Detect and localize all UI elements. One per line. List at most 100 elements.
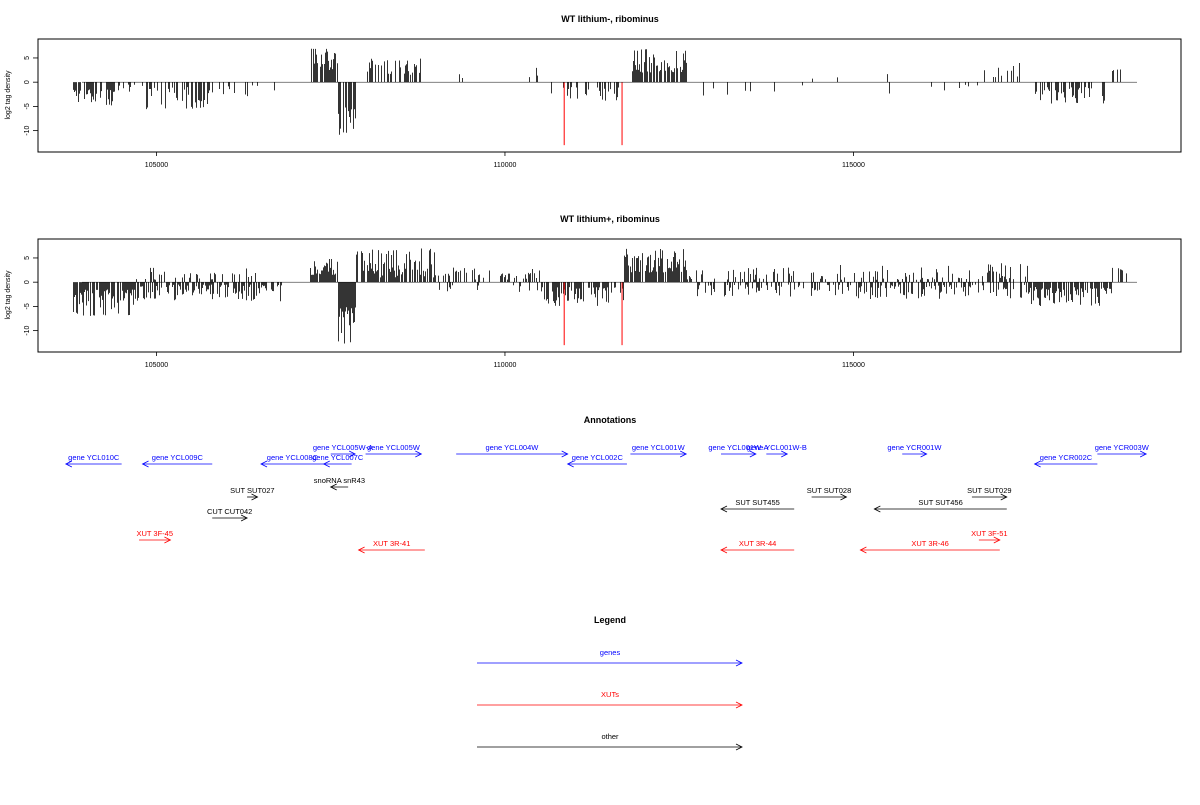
annotation-feature: XUT 3F-51 xyxy=(971,529,1008,544)
annotation-feature: gene YCL001W xyxy=(630,443,688,458)
y-axis: log2 tag density 5 0 -5 -10 xyxy=(5,256,39,336)
feature-label: gene YCL002C xyxy=(572,453,624,462)
x-tick-label: 105000 xyxy=(145,362,168,369)
annotation-feature: gene YCR003W xyxy=(1095,443,1150,458)
annotation-feature: gene YCL005W xyxy=(365,443,423,458)
x-axis: 105000 110000 115000 xyxy=(145,352,865,369)
annotation-feature: XUT 3R-46 xyxy=(859,539,1000,554)
annotation-feature: CUT CUT042 xyxy=(207,507,252,522)
y-tick-label: -10 xyxy=(24,325,31,335)
annotation-feature: gene YCL010C xyxy=(64,453,122,468)
feature-arrowhead xyxy=(781,450,789,458)
y-tick-label: 5 xyxy=(24,56,31,60)
feature-label: gene YCR001W xyxy=(887,443,942,452)
legend-item-xuts: XUTs xyxy=(477,690,743,709)
feature-label: gene YCL010C xyxy=(68,453,120,462)
annotation-feature: gene YCL001W-A xyxy=(708,443,769,458)
feature-arrowhead xyxy=(859,546,867,554)
annotation-feature: XUT 3R-44 xyxy=(720,539,795,554)
annotation-feature: gene YCL007C xyxy=(312,453,364,468)
coverage-bars xyxy=(73,248,1127,346)
feature-label: gene YCR003W xyxy=(1095,443,1150,452)
feature-arrowhead xyxy=(415,450,423,458)
y-tick-label: -10 xyxy=(24,125,31,135)
feature-arrowhead xyxy=(357,546,365,554)
feature-label: gene YCL001W-A xyxy=(708,443,768,452)
annotation-feature: SUT SUT029 xyxy=(967,486,1012,501)
feature-arrowhead xyxy=(1000,493,1008,501)
annotation-tracks: gene YCL010C gene YCL009C gene YCL008Cgene… xyxy=(64,443,1150,554)
legend-item-genes: genes xyxy=(477,648,743,667)
feature-arrowhead xyxy=(840,493,848,501)
legend-label: XUTs xyxy=(601,690,619,699)
feature-label: gene YCL001W xyxy=(632,443,686,452)
x-tick-label: 110000 xyxy=(494,362,517,369)
feature-arrowhead xyxy=(260,460,268,468)
annotation-feature: gene YCR002C xyxy=(1033,453,1098,468)
feature-label: XUT 3F-51 xyxy=(971,529,1008,538)
annotations-panel: Annotations gene YCL010C gene YCL009C gene… xyxy=(64,415,1150,554)
feature-label: SUT SUT456 xyxy=(918,498,962,507)
feature-label: gene YCR002C xyxy=(1040,453,1093,462)
feature-arrowhead xyxy=(240,514,248,522)
y-axis: log2 tag density 5 0 -5 -10 xyxy=(5,56,39,136)
annotation-feature: XUT 3F-45 xyxy=(136,529,173,544)
feature-arrowhead xyxy=(873,505,881,513)
feature-arrowhead xyxy=(141,460,149,468)
feature-arrowhead xyxy=(993,536,1001,544)
feature-arrowhead xyxy=(720,546,728,554)
feature-label: SUT SUT455 xyxy=(735,498,779,507)
feature-label: gene YCL001W-B xyxy=(747,443,807,452)
feature-label: gene YCL007C xyxy=(312,453,364,462)
legend-title: Legend xyxy=(594,615,626,625)
annotation-feature: XUT 3R-41 xyxy=(357,539,425,554)
feature-arrowhead xyxy=(566,460,574,468)
feature-arrowhead xyxy=(329,483,337,491)
y-tick-label: -5 xyxy=(24,303,31,309)
feature-label: SUT SUT028 xyxy=(807,486,851,495)
feature-arrowhead xyxy=(322,460,330,468)
y-tick-label: 0 xyxy=(24,280,31,284)
feature-label: XUT 3R-41 xyxy=(373,539,410,548)
annotation-feature: gene YCL002C xyxy=(566,453,627,468)
feature-label: CUT CUT042 xyxy=(207,507,252,516)
x-axis: 105000 110000 115000 xyxy=(145,152,865,169)
panel-title: WT lithium-, ribominus xyxy=(561,14,659,24)
feature-arrowhead xyxy=(749,450,757,458)
x-tick-label: 115000 xyxy=(842,162,865,169)
legend-label: other xyxy=(601,732,619,741)
legend-item-other: other xyxy=(477,732,743,751)
feature-label: SUT SUT029 xyxy=(967,486,1011,495)
coverage-bars xyxy=(73,48,1121,146)
y-tick-label: -5 xyxy=(24,103,31,109)
annotation-feature: SUT SUT455 xyxy=(720,498,795,513)
feature-arrowhead xyxy=(561,450,569,458)
y-axis-label: log2 tag density xyxy=(5,70,12,120)
feature-label: gene YCL005W xyxy=(367,443,421,452)
annotation-feature: gene YCL004W xyxy=(456,443,569,458)
feature-arrowhead xyxy=(1139,450,1148,458)
feature-label: gene YCL005W-A xyxy=(313,443,373,452)
legend-arrowhead xyxy=(735,743,743,751)
annotation-feature: gene YCL008C xyxy=(260,453,324,468)
annotation-feature: SUT SUT456 xyxy=(873,498,1007,513)
feature-arrowhead xyxy=(1033,460,1041,468)
feature-arrowhead xyxy=(348,450,357,458)
legend-label: genes xyxy=(600,648,621,657)
feature-arrowhead xyxy=(251,493,259,501)
panel-title: WT lithium+, ribominus xyxy=(560,214,660,224)
feature-label: XUT 3R-46 xyxy=(911,539,948,548)
feature-label: gene YCL004W xyxy=(486,443,540,452)
feature-label: SUT SUT027 xyxy=(230,486,274,495)
panel-lithium-plus: WT lithium+, ribominus log2 tag density … xyxy=(5,214,1182,369)
feature-arrowhead xyxy=(720,505,728,513)
feature-label: gene YCL008C xyxy=(267,453,319,462)
x-tick-label: 115000 xyxy=(842,362,865,369)
feature-arrowhead xyxy=(679,450,688,458)
annotation-feature: gene YCL009C xyxy=(141,453,213,468)
legend: Legend genes XUTs other xyxy=(477,615,743,751)
feature-label: XUT 3F-45 xyxy=(136,529,173,538)
annotation-feature: snoRNA snR43 xyxy=(314,476,365,491)
